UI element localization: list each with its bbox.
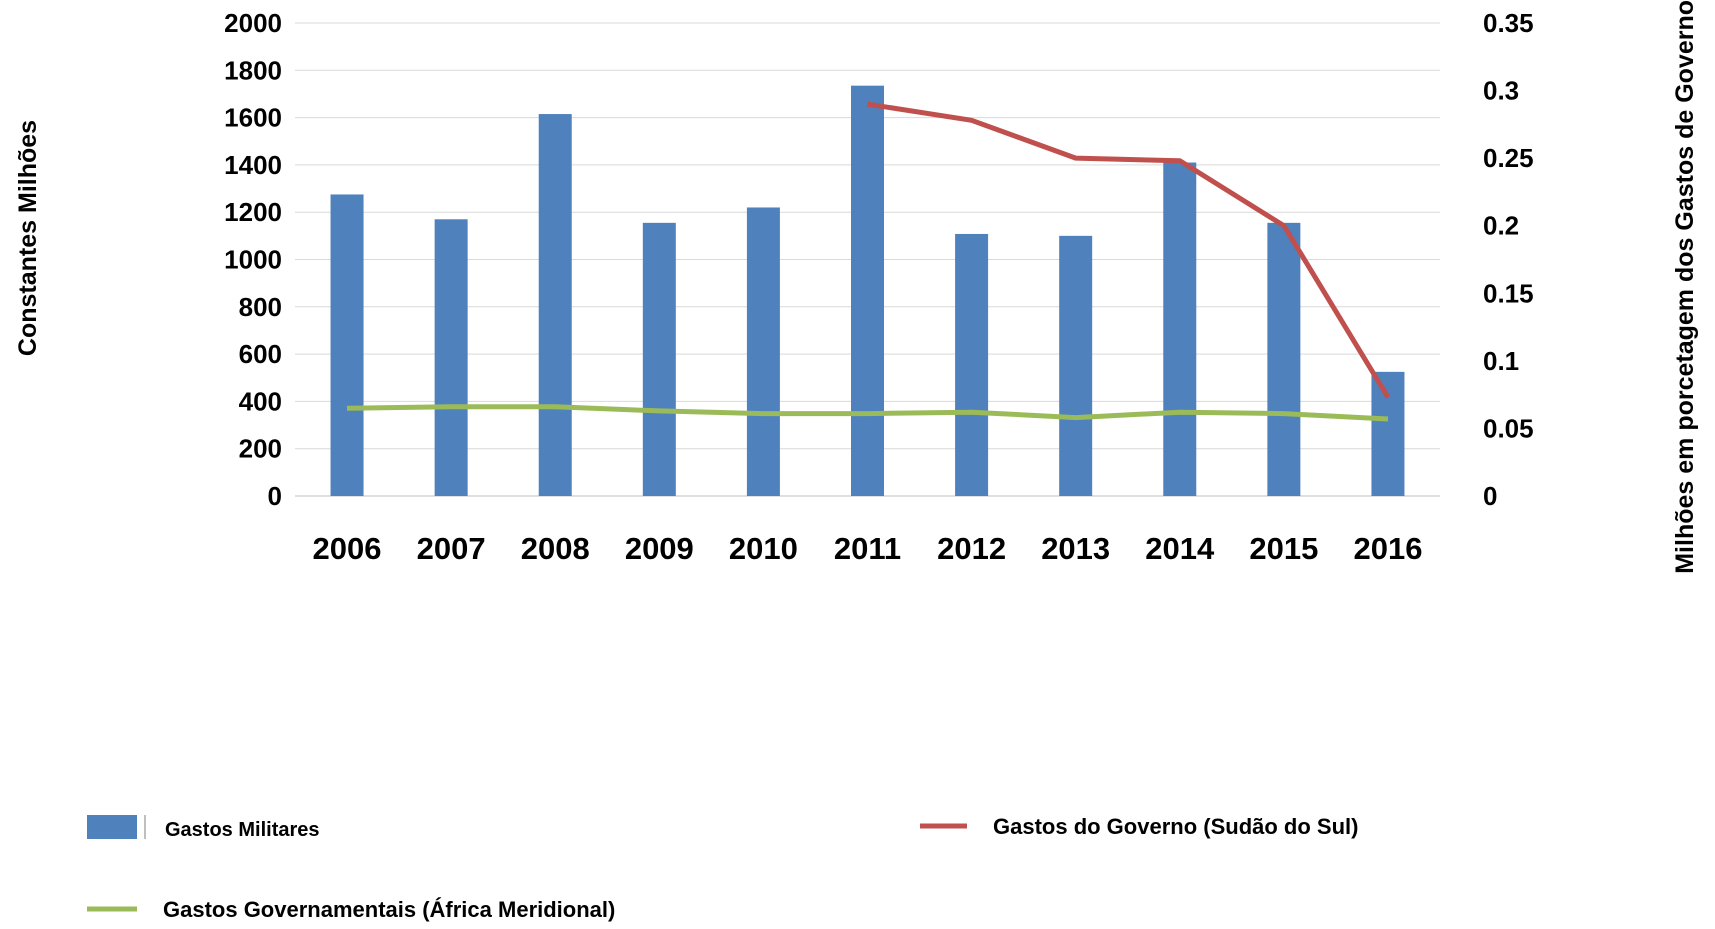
x-tick-label: 2006 bbox=[313, 531, 382, 566]
line-gastos-governamentais-frica-meridional- bbox=[346, 404, 1389, 422]
y-tick-label: 2000 bbox=[224, 8, 282, 38]
x-tick-label: 2010 bbox=[729, 531, 798, 566]
y-tick-label: 600 bbox=[239, 339, 282, 369]
bar bbox=[642, 222, 676, 496]
bar bbox=[538, 114, 572, 497]
x-tick-label: 2009 bbox=[625, 531, 694, 566]
y-tick-label: 1600 bbox=[224, 103, 282, 133]
y2-tick-label: 0.15 bbox=[1483, 278, 1534, 308]
y-tick-label: 1200 bbox=[224, 197, 282, 227]
y2-tick-label: 0.35 bbox=[1483, 8, 1534, 38]
y-tick-label: 800 bbox=[239, 292, 282, 322]
x-axis-ticks: 2006 2007 2008 2009 2010 2011 2012 2013 2014 2015… bbox=[313, 531, 1423, 566]
left-axis-ticks: 0 200 400 600 800 1000 1200 1400 1600 1800 2000 bbox=[224, 8, 282, 511]
x-tick-label: 2016 bbox=[1353, 531, 1422, 566]
x-tick-label: 2008 bbox=[521, 531, 590, 566]
bar bbox=[1059, 235, 1093, 496]
legend-label-gastos-governo-sudao: Gastos do Governo (Sudão do Sul) bbox=[993, 814, 1358, 839]
y-tick-label: 1400 bbox=[224, 150, 282, 180]
legend-label-gastos-militares: Gastos Militares bbox=[165, 819, 320, 841]
left-axis-title: Constantes Milhões bbox=[14, 120, 42, 356]
y2-tick-label: 0.05 bbox=[1483, 413, 1534, 443]
x-tick-label: 2013 bbox=[1041, 531, 1110, 566]
x-tick-label: 2012 bbox=[937, 531, 1006, 566]
y2-tick-label: 0.25 bbox=[1483, 143, 1534, 173]
bar bbox=[1371, 371, 1405, 496]
legend-swatch-gastos-militares bbox=[87, 815, 137, 839]
bar bbox=[746, 207, 780, 496]
y-tick-label: 1000 bbox=[224, 245, 282, 275]
bar-series-gastos-militares bbox=[330, 85, 1405, 497]
x-tick-label: 2007 bbox=[417, 531, 486, 566]
bar bbox=[434, 219, 468, 497]
x-tick-label: 2014 bbox=[1145, 531, 1215, 566]
y2-tick-label: 0 bbox=[1483, 481, 1497, 511]
y-tick-label: 1800 bbox=[224, 55, 282, 85]
legend: Gastos Militares Gastos do Governo (Sudã… bbox=[87, 814, 1358, 922]
bar bbox=[1163, 162, 1197, 496]
y2-tick-label: 0.1 bbox=[1483, 346, 1519, 376]
line-series-group bbox=[346, 101, 1391, 422]
y-tick-label: 400 bbox=[239, 386, 282, 416]
bar bbox=[851, 85, 884, 497]
right-axis-title: Milhões em porcetagem dos Gastos de Gove… bbox=[1671, 0, 1699, 574]
line-gastos-do-governo-sud-o-do-sul- bbox=[867, 101, 1391, 399]
y2-tick-label: 0.2 bbox=[1483, 211, 1519, 241]
bar bbox=[955, 233, 989, 496]
legend-label-gastos-africa-meridional: Gastos Governamentais (África Meridional… bbox=[163, 897, 615, 922]
y-tick-label: 0 bbox=[268, 481, 282, 511]
bar bbox=[330, 194, 364, 496]
x-tick-label: 2011 bbox=[834, 531, 901, 566]
x-tick-label: 2015 bbox=[1249, 531, 1318, 566]
right-axis-ticks: 0 0.05 0.1 0.15 0.2 0.25 0.3 0.35 bbox=[1483, 8, 1534, 511]
y2-tick-label: 0.3 bbox=[1483, 76, 1519, 106]
bar bbox=[1267, 222, 1301, 496]
y-tick-label: 200 bbox=[239, 434, 282, 464]
